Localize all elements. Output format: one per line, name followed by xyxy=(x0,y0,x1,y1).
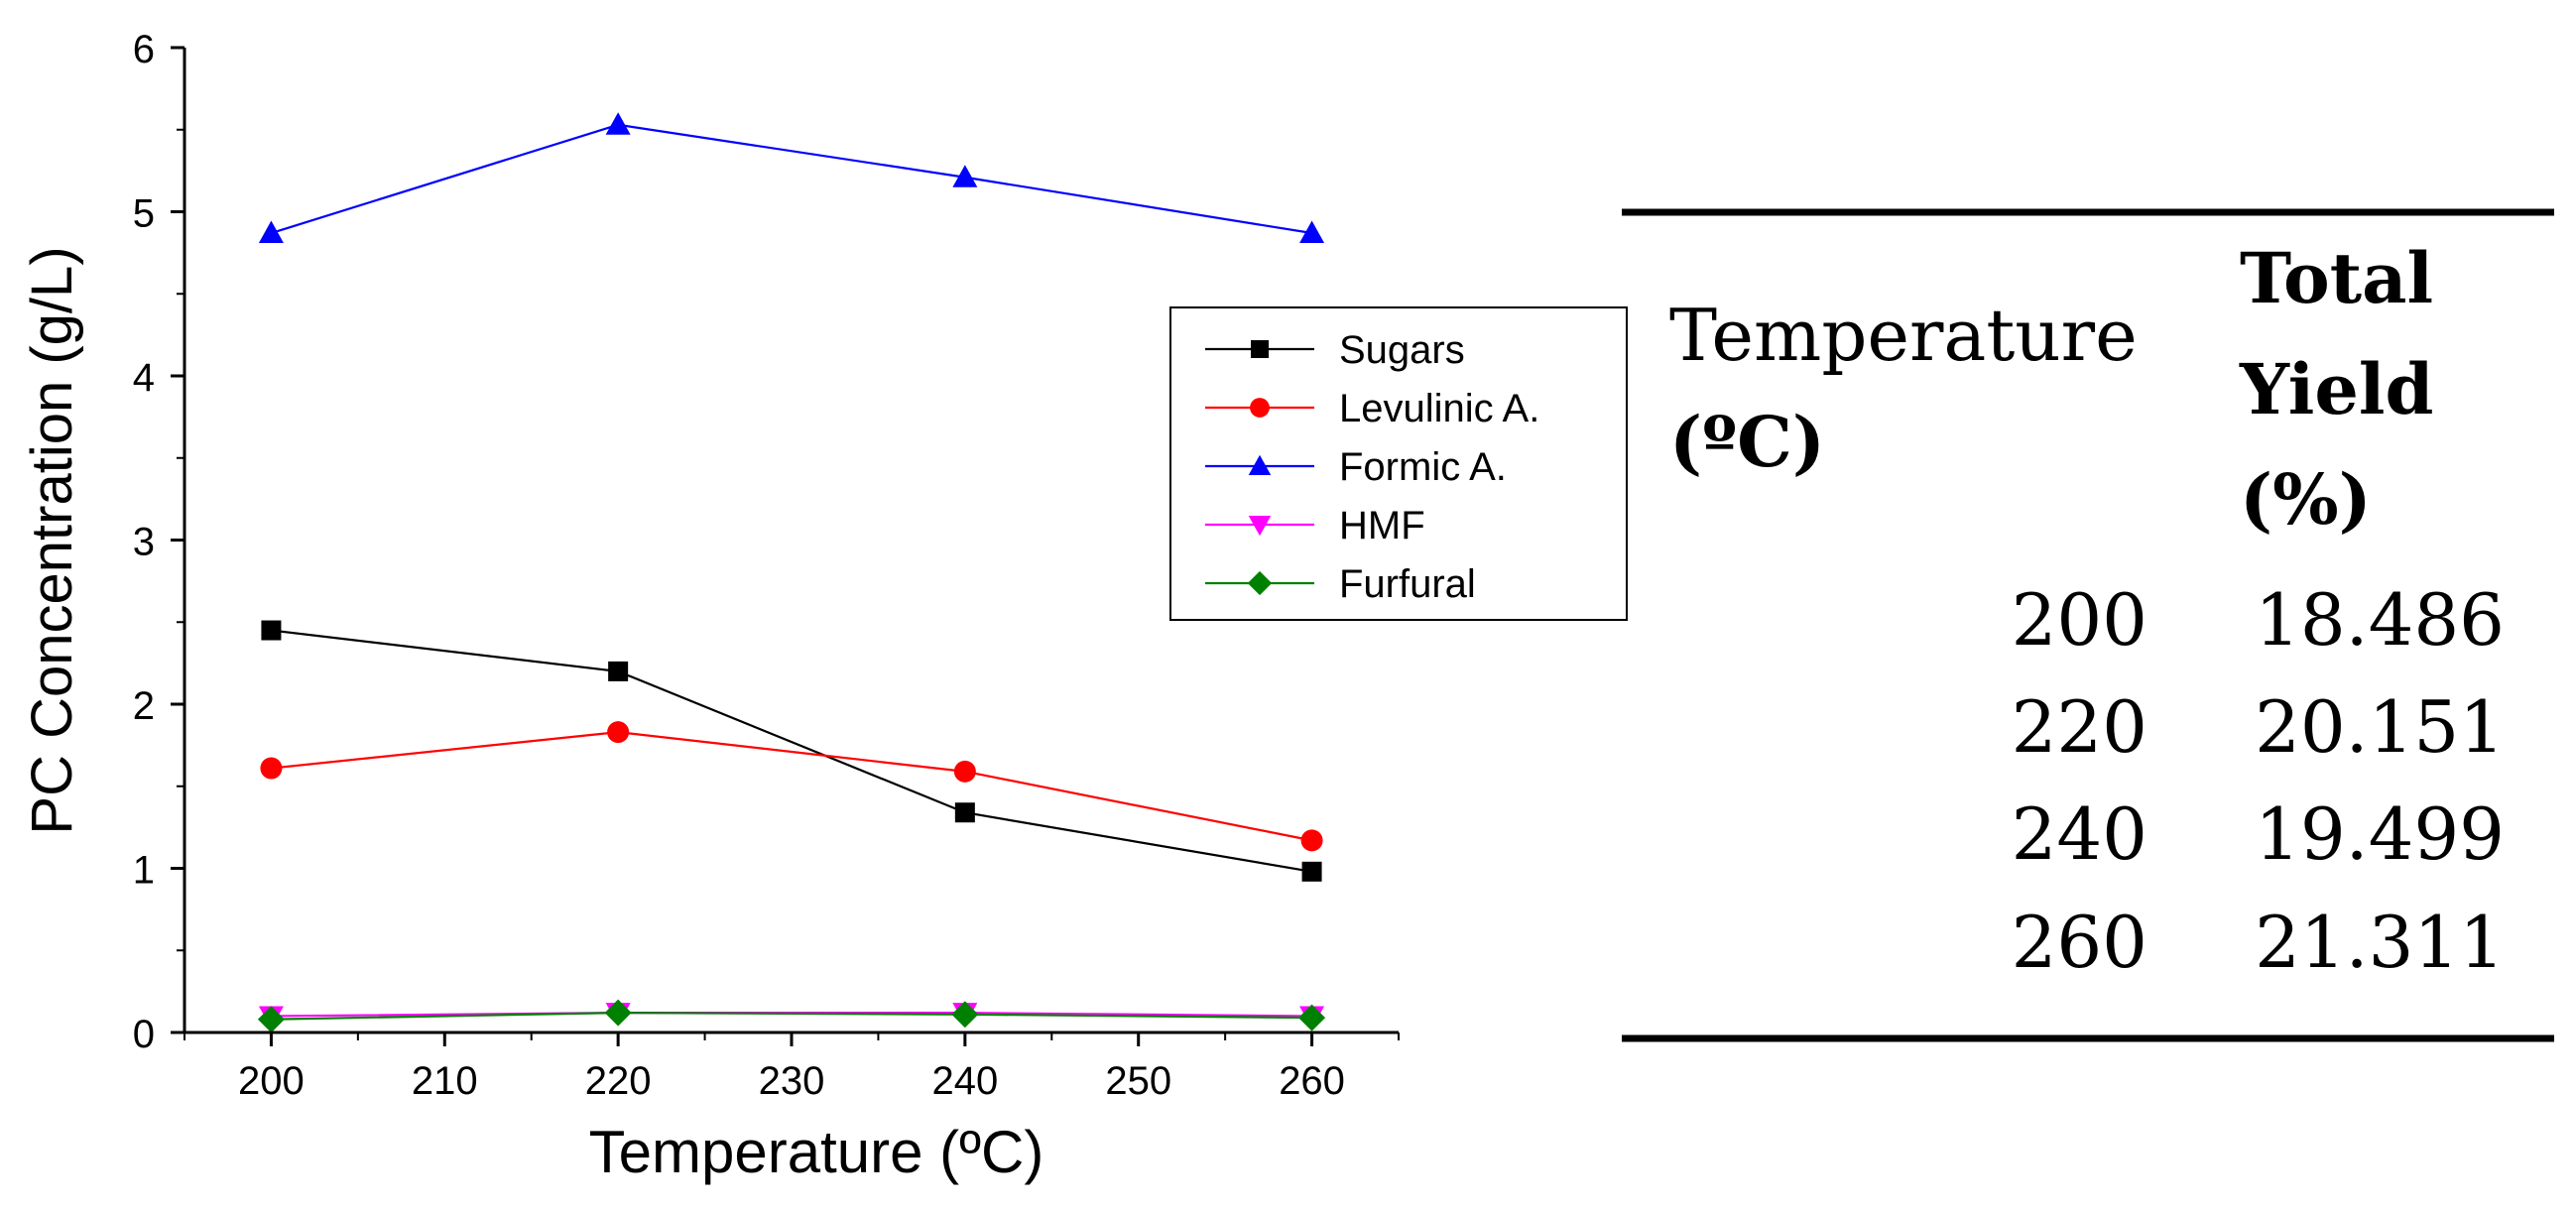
x-tick-label: 240 xyxy=(931,1059,998,1103)
data-point-levulinic-a xyxy=(607,721,630,744)
data-point-furfural xyxy=(604,999,632,1027)
y-tick-label: 5 xyxy=(133,192,155,236)
table-cell-yield: 21.311 xyxy=(2255,901,2505,984)
series-line-furfural xyxy=(271,1012,1312,1021)
x-tick-label: 260 xyxy=(1279,1059,1345,1103)
y-tick-label: 0 xyxy=(133,1013,155,1056)
data-point-formic-a xyxy=(258,220,284,244)
y-tick-label: 2 xyxy=(133,684,155,728)
x-tick-label: 210 xyxy=(412,1059,478,1103)
legend-marker xyxy=(1250,398,1270,418)
legend-marker xyxy=(1251,340,1269,358)
legend-marker xyxy=(1248,516,1272,537)
series-formic-a xyxy=(258,112,1325,244)
series-sugars xyxy=(261,620,1322,882)
x-axis-label: Temperature (ºC) xyxy=(589,1119,1044,1185)
series-levulinic-a xyxy=(260,721,1323,852)
table-cell-yield: 18.486 xyxy=(2255,578,2505,662)
legend-label: Furfural xyxy=(1339,562,1476,606)
data-point-levulinic-a xyxy=(953,760,976,783)
line-chart: 0 1 2 3 4 5 6 200 210 220 230 240 250 260 Temperatur… xyxy=(20,28,1400,1185)
series-furfural xyxy=(257,999,1326,1033)
x-tick-label: 220 xyxy=(585,1059,652,1103)
yield-table: Temperature (ºC) Total Yield (%) 200 18.4… xyxy=(1622,208,2554,1042)
data-point-furfural xyxy=(951,1001,979,1029)
data-point-furfural xyxy=(257,1006,285,1033)
data-point-sugars xyxy=(954,802,975,823)
series-line-sugars xyxy=(271,629,1312,873)
x-ticks: 200 210 220 230 240 250 260 xyxy=(184,1032,1400,1103)
x-tick-label: 230 xyxy=(759,1059,825,1103)
legend-label: HMF xyxy=(1339,504,1425,547)
legend-item-levulinic-a: Levulinic A. xyxy=(1205,387,1539,430)
y-axis-label: PC Concentration (g/L) xyxy=(20,246,84,834)
legend-item-sugars: Sugars xyxy=(1205,328,1465,372)
legend-marker xyxy=(1247,570,1273,596)
series-line-formic-a xyxy=(271,123,1312,235)
data-point-formic-a xyxy=(1299,220,1325,244)
table-header-temperature: Temperature xyxy=(1669,294,2138,377)
y-tick-label: 6 xyxy=(133,28,155,71)
table-header-yield-line3: (%) xyxy=(2240,458,2372,541)
legend-label: Levulinic A. xyxy=(1339,387,1539,430)
table-row: 200 18.486 xyxy=(2012,578,2505,662)
table-cell-temperature: 200 xyxy=(2012,578,2147,662)
data-point-furfural xyxy=(1298,1004,1326,1031)
table-row: 220 20.151 xyxy=(2012,685,2505,769)
table-row: 240 19.499 xyxy=(2012,792,2505,876)
table-header-yield-line2: Yield xyxy=(2239,348,2433,430)
table-header-temperature-unit: (ºC) xyxy=(1669,401,1825,483)
legend-label: Formic A. xyxy=(1339,445,1507,489)
legend-marker xyxy=(1248,454,1272,475)
legend-item-hmf: HMF xyxy=(1205,504,1425,547)
x-tick-label: 200 xyxy=(238,1059,305,1103)
table-cell-temperature: 260 xyxy=(2012,901,2147,984)
data-point-sugars xyxy=(1301,861,1322,882)
series-layer xyxy=(257,112,1326,1033)
series-line-levulinic-a xyxy=(271,731,1312,842)
y-ticks: 0 1 2 3 4 5 6 xyxy=(133,28,184,1056)
data-point-sugars xyxy=(608,661,629,681)
table-rows: 200 18.486 220 20.151 240 19.499 260 21.311 xyxy=(2012,578,2505,984)
legend-items: Sugars Levulinic A. Formic A. HMF Furfural xyxy=(1205,328,1539,606)
data-point-formic-a xyxy=(605,112,631,135)
data-point-sugars xyxy=(261,620,282,641)
table-cell-temperature: 220 xyxy=(2012,685,2147,769)
legend-item-furfural: Furfural xyxy=(1205,562,1476,606)
x-tick-label: 250 xyxy=(1105,1059,1171,1103)
table-header-yield-line1: Total xyxy=(2240,237,2433,319)
table-cell-yield: 19.499 xyxy=(2255,792,2505,876)
table-cell-temperature: 240 xyxy=(2012,792,2147,876)
legend-item-formic-a: Formic A. xyxy=(1205,445,1507,489)
legend: Sugars Levulinic A. Formic A. HMF Furfural xyxy=(1169,306,1628,621)
data-point-levulinic-a xyxy=(1300,829,1323,852)
data-point-formic-a xyxy=(952,165,978,187)
y-tick-label: 4 xyxy=(133,356,155,400)
legend-box xyxy=(1169,306,1628,621)
table-cell-yield: 20.151 xyxy=(2255,685,2505,769)
table-row: 260 21.311 xyxy=(2012,901,2505,984)
y-tick-label: 1 xyxy=(133,849,155,893)
legend-label: Sugars xyxy=(1339,328,1465,372)
y-tick-label: 3 xyxy=(133,521,155,564)
data-point-levulinic-a xyxy=(260,757,283,780)
